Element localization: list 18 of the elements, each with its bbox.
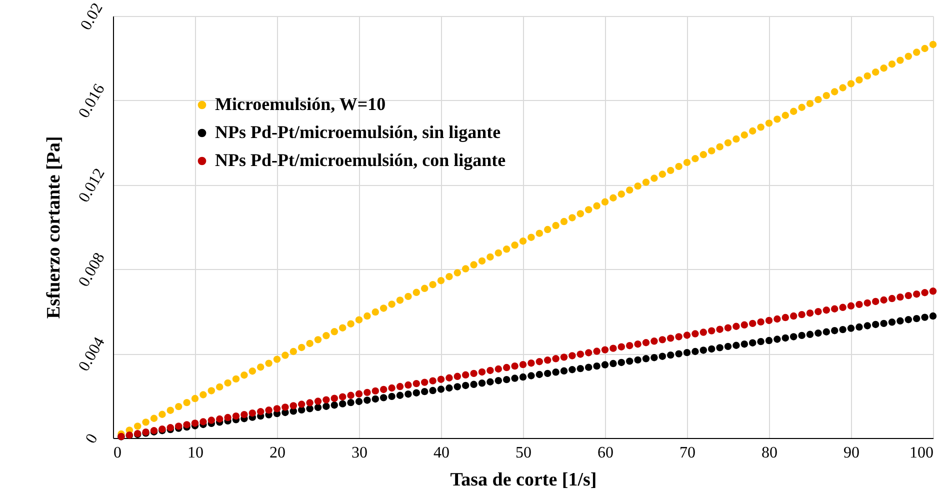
x-tick-label: 40 bbox=[434, 444, 450, 462]
y-tick-label: 0.02 bbox=[78, 0, 106, 34]
legend-label: Microemulsión, W=10 bbox=[215, 94, 386, 114]
x-tick-label: 70 bbox=[680, 444, 696, 462]
x-tick-label: 20 bbox=[270, 444, 286, 462]
x-axis-title: Tasa de corte [1/s] bbox=[450, 470, 597, 490]
x-tick-label: 80 bbox=[762, 444, 778, 462]
x-tick-label: 30 bbox=[352, 444, 368, 462]
x-tick-label: 100 bbox=[910, 444, 934, 462]
legend-label: NPs Pd-Pt/microemulsión, sin ligante bbox=[215, 122, 501, 142]
y-tick-label: 0 bbox=[82, 431, 102, 446]
x-tick-label: 50 bbox=[516, 444, 532, 462]
x-tick-label: 0 bbox=[114, 444, 122, 462]
x-tick-label: 60 bbox=[598, 444, 614, 462]
x-tick-label: 10 bbox=[188, 444, 204, 462]
y-axis-title: Esfuerzo cortante [Pa] bbox=[44, 136, 65, 319]
legend-label: NPs Pd-Pt/microemulsión, con ligante bbox=[215, 150, 506, 170]
x-tick-label: 90 bbox=[844, 444, 860, 462]
